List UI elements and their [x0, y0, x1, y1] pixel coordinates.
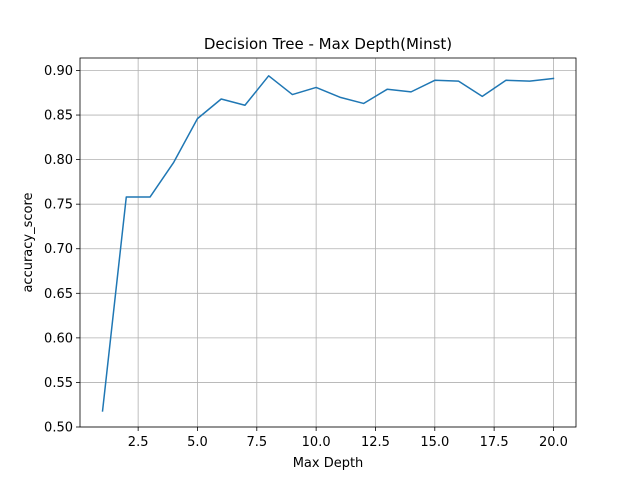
x-axis-label: Max Depth	[293, 456, 364, 471]
y-tick-label: 0.85	[44, 109, 73, 124]
y-tick-label: 0.60	[44, 331, 73, 346]
y-axis-label: accuracy_score	[21, 192, 36, 292]
y-tick-label: 0.55	[44, 376, 73, 391]
x-tick-label: 2.5	[128, 435, 149, 450]
y-tick-label: 0.65	[44, 287, 73, 302]
x-tick-label: 12.5	[361, 435, 390, 450]
x-tick-label: 17.5	[480, 435, 509, 450]
y-tick-label: 0.90	[44, 64, 73, 79]
chart-title: Decision Tree - Max Depth(Minst)	[204, 35, 452, 53]
x-tick-label: 15.0	[420, 435, 449, 450]
plot-frame	[79, 57, 577, 428]
x-tick-label: 7.5	[246, 435, 267, 450]
axis-ticks: 2.5 5.0 7.5 10.0 12.5 15.0 17.5 20.0 0.50 0.55 0.6…	[44, 64, 568, 450]
y-tick-label: 0.70	[44, 242, 73, 257]
grid-lines	[80, 58, 576, 428]
x-tick-label: 5.0	[187, 435, 208, 450]
x-tick-label: 10.0	[302, 435, 331, 450]
y-tick-label: 0.80	[44, 153, 73, 168]
y-tick-label: 0.75	[44, 198, 73, 213]
series-line	[101, 75, 555, 412]
x-tick-label: 20.0	[539, 435, 568, 450]
y-tick-label: 0.50	[44, 421, 73, 436]
series-layer	[101, 75, 555, 412]
